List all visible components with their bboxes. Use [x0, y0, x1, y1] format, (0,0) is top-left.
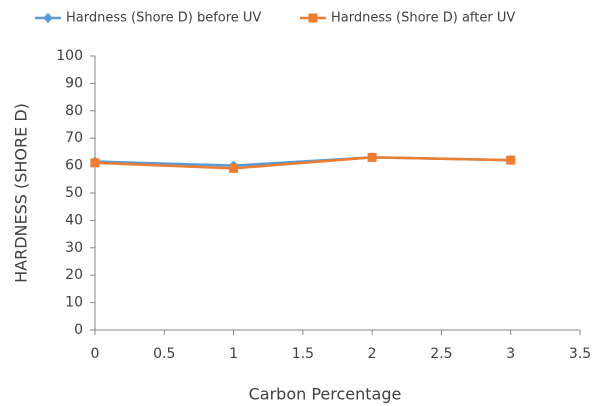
y-tick-label: 10: [65, 295, 83, 311]
x-tick-label: 2: [368, 346, 377, 362]
y-tick-label: 30: [65, 240, 83, 256]
y-tick-label: 100: [56, 48, 83, 64]
x-tick-label: 3.5: [569, 346, 591, 362]
legend-label: Hardness (Shore D) after UV: [331, 11, 515, 26]
x-tick-label: 1.5: [292, 346, 314, 362]
x-tick-label: 2.5: [430, 346, 452, 362]
y-tick-label: 70: [65, 130, 83, 146]
y-axis-label: HARDNESS (SHORE D): [12, 103, 31, 283]
y-tick-label: 90: [65, 75, 83, 91]
data-point: [229, 163, 239, 173]
data-point: [90, 158, 100, 168]
y-tick-label: 20: [65, 267, 83, 283]
legend-marker: [43, 13, 53, 23]
y-tick-label: 40: [65, 212, 83, 228]
x-tick-label: 0: [91, 346, 100, 362]
y-tick-label: 0: [74, 322, 83, 338]
legend-label: Hardness (Shore D) before UV: [66, 11, 261, 26]
x-tick-label: 1: [229, 346, 238, 362]
x-axis-label: Carbon Percentage: [249, 385, 402, 404]
x-tick-label: 0.5: [153, 346, 175, 362]
legend-marker: [308, 13, 318, 23]
x-tick-label: 3: [506, 346, 515, 362]
data-point: [367, 152, 377, 162]
y-tick-label: 80: [65, 103, 83, 119]
data-point: [506, 155, 516, 165]
y-tick-label: 50: [65, 185, 83, 201]
y-tick-label: 60: [65, 158, 83, 174]
series-line: [94, 156, 511, 170]
